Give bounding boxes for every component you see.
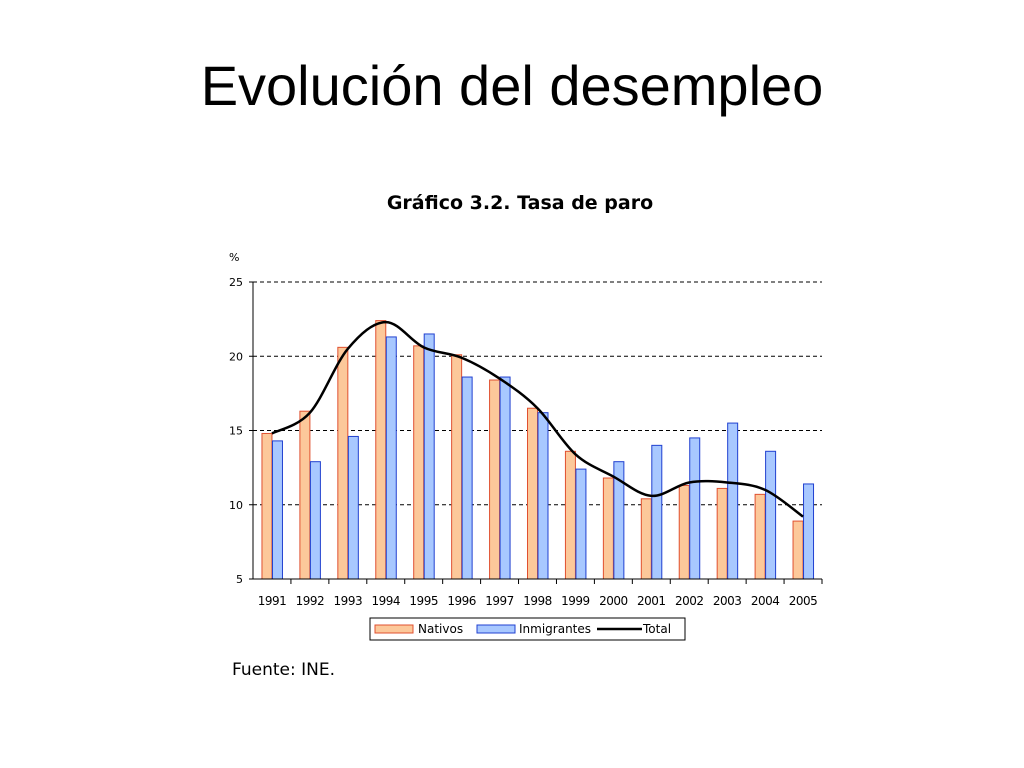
bar-inmigrantes [461,376,473,580]
bar-inmigrantes [537,412,549,580]
bar-inmigrantes [309,461,321,580]
bar-inmigrantes [385,336,397,580]
bar-nativos [564,450,576,580]
bar-inmigrantes [727,422,739,580]
bar-inmigrantes [423,333,435,580]
x-tick-label: 2004 [751,594,780,608]
legend-label-inmigrantes: Inmigrantes [519,622,591,636]
bar-inmigrantes [499,376,511,580]
y-tick-label: 25 [229,276,243,289]
axes [249,281,823,584]
legend-swatch-inmigrantes [476,624,516,634]
bar-nativos [716,487,728,580]
slide-title: Evolución del desempleo [200,54,824,117]
x-tick-label: 2002 [675,594,704,608]
bar-nativos [375,320,387,580]
bar-inmigrantes [765,450,777,580]
y-tick-label: 10 [229,499,243,512]
bar-nativos [451,354,463,580]
bar-inmigrantes [575,468,587,580]
bar-inmigrantes [347,435,359,580]
legend-swatch-nativos [374,624,414,634]
bar-inmigrantes [689,437,701,580]
bar-nativos [489,379,501,580]
legend-label-total: Total [642,622,671,636]
legend: Nativos Inmigrantes Total [369,617,686,641]
y-axis-label: % [229,251,239,264]
bar-nativos [413,345,425,580]
bar-nativos [678,484,690,580]
bar-inmigrantes [803,483,815,580]
bars [261,320,815,580]
bar-nativos [640,498,652,580]
bar-inmigrantes [271,440,283,580]
x-tick-label: 2000 [599,594,628,608]
bar-nativos [337,346,349,580]
x-tick-label: 1992 [296,594,325,608]
x-tick-label: 1993 [334,594,363,608]
x-tick-label: 1997 [485,594,514,608]
source-note: Fuente: INE. [232,660,335,680]
total-line [271,320,804,518]
y-tick-label: 5 [236,573,243,586]
chart-title: Gráfico 3.2. Tasa de paro [386,192,654,214]
x-tick-label: 2003 [713,594,742,608]
x-tick-label: 1995 [409,594,438,608]
x-tick-label: 1996 [447,594,476,608]
x-tick-label: 2005 [789,594,818,608]
bar-inmigrantes [651,444,663,580]
legend-label-nativos: Nativos [418,622,463,636]
legend-box [369,617,686,641]
x-tick-label: 2001 [637,594,666,608]
y-tick-label: 20 [229,350,243,363]
bar-nativos [261,432,273,580]
x-tick-label: 1999 [561,594,590,608]
line-total [271,320,804,518]
x-tick-label: 1994 [371,594,400,608]
x-tick-label: 1991 [258,594,287,608]
x-tick-label: 1998 [523,594,552,608]
bar-nativos [754,493,766,580]
bar-nativos [602,477,614,580]
bar-nativos [527,407,538,580]
bar-nativos [299,410,311,580]
bar-nativos [792,520,804,580]
y-tick-label: 15 [229,425,243,438]
tick-labels: 5 10 15 20 25% 1991 1992 1993 1994 1995 1996 1997 19… [229,251,818,608]
